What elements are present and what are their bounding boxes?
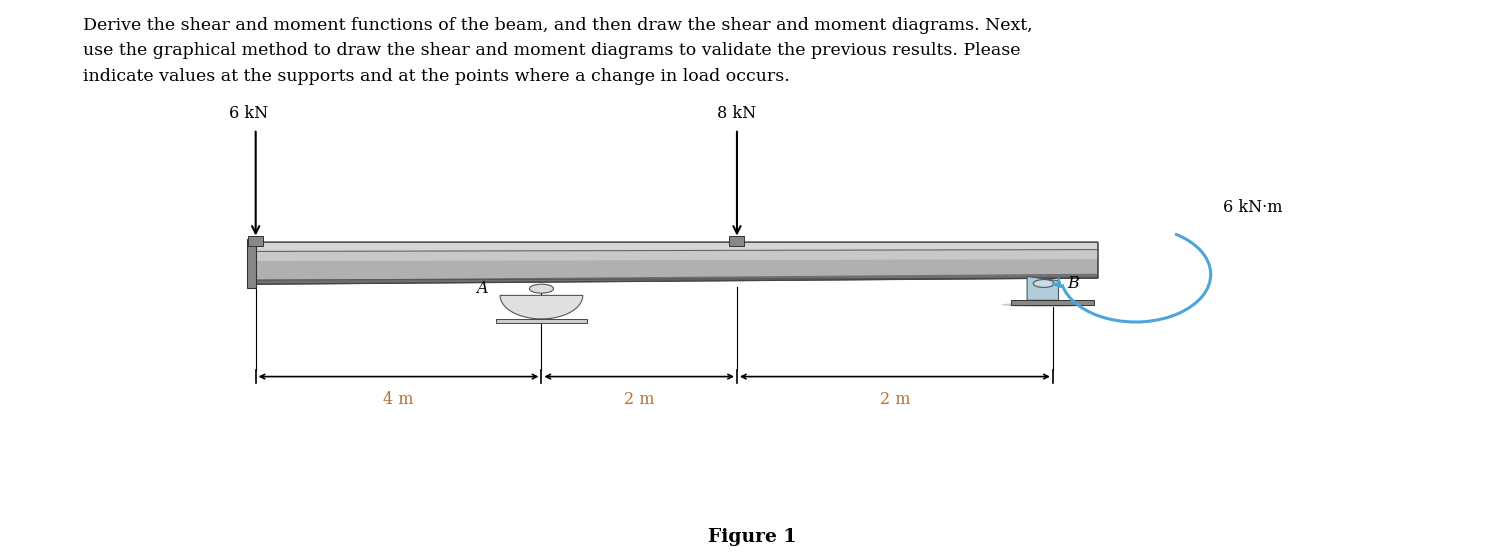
Polygon shape xyxy=(1027,277,1059,300)
Ellipse shape xyxy=(1002,302,1092,307)
Text: 8 kN: 8 kN xyxy=(717,105,757,122)
Text: 4 m: 4 m xyxy=(384,391,414,408)
Text: 6 kN·m: 6 kN·m xyxy=(1223,199,1283,216)
Bar xyxy=(248,236,263,246)
Text: A: A xyxy=(477,280,487,297)
Bar xyxy=(247,239,256,288)
Bar xyxy=(496,319,587,324)
Text: Figure 1: Figure 1 xyxy=(708,528,796,546)
Circle shape xyxy=(529,284,553,293)
Text: 6 kN: 6 kN xyxy=(229,105,268,122)
Text: 2 m: 2 m xyxy=(624,391,654,408)
Polygon shape xyxy=(256,242,1098,251)
Text: Derive the shear and moment functions of the beam, and then draw the shear and m: Derive the shear and moment functions of… xyxy=(83,17,1032,85)
Text: 2 m: 2 m xyxy=(880,391,910,408)
Bar xyxy=(729,236,744,246)
Polygon shape xyxy=(256,274,1098,284)
Polygon shape xyxy=(256,250,1098,261)
Bar xyxy=(1011,300,1095,305)
Circle shape xyxy=(1033,279,1054,287)
Text: B: B xyxy=(1068,275,1078,292)
Polygon shape xyxy=(256,242,1098,284)
Polygon shape xyxy=(499,296,584,319)
